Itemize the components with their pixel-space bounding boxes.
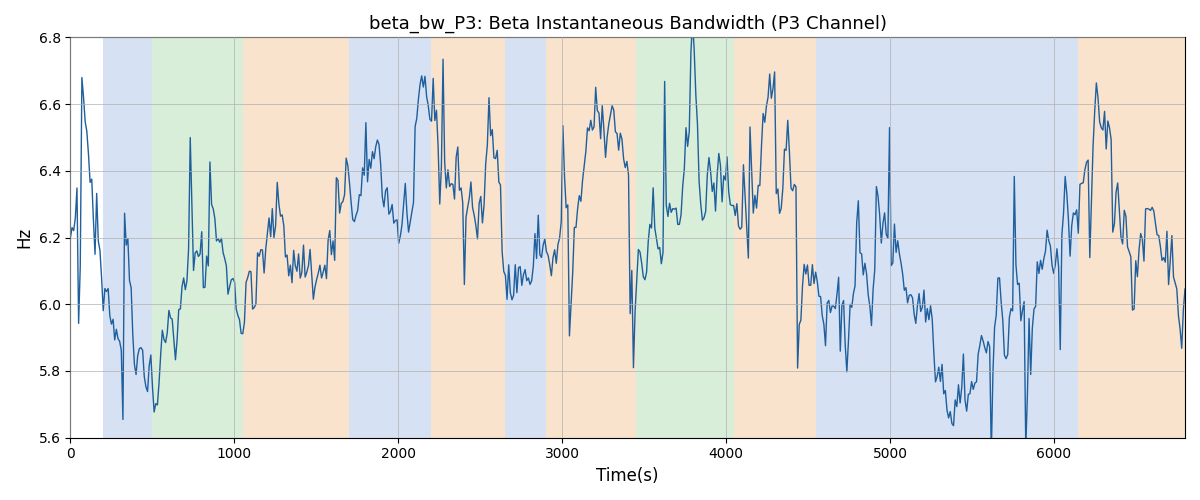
Bar (505, 38, 546, 438)
X-axis label: Time(s): Time(s) (596, 467, 659, 485)
Bar (636, 38, 734, 438)
Bar (349, 38, 431, 438)
Y-axis label: Hz: Hz (14, 227, 32, 248)
Bar (431, 38, 505, 438)
Bar (734, 38, 816, 438)
Bar (1079, 38, 1186, 438)
Bar (816, 38, 1079, 438)
Bar (152, 38, 242, 438)
Bar (546, 38, 636, 438)
Title: beta_bw_P3: Beta Instantaneous Bandwidth (P3 Channel): beta_bw_P3: Beta Instantaneous Bandwidth… (368, 15, 887, 34)
Bar (242, 38, 349, 438)
Bar (103, 38, 152, 438)
